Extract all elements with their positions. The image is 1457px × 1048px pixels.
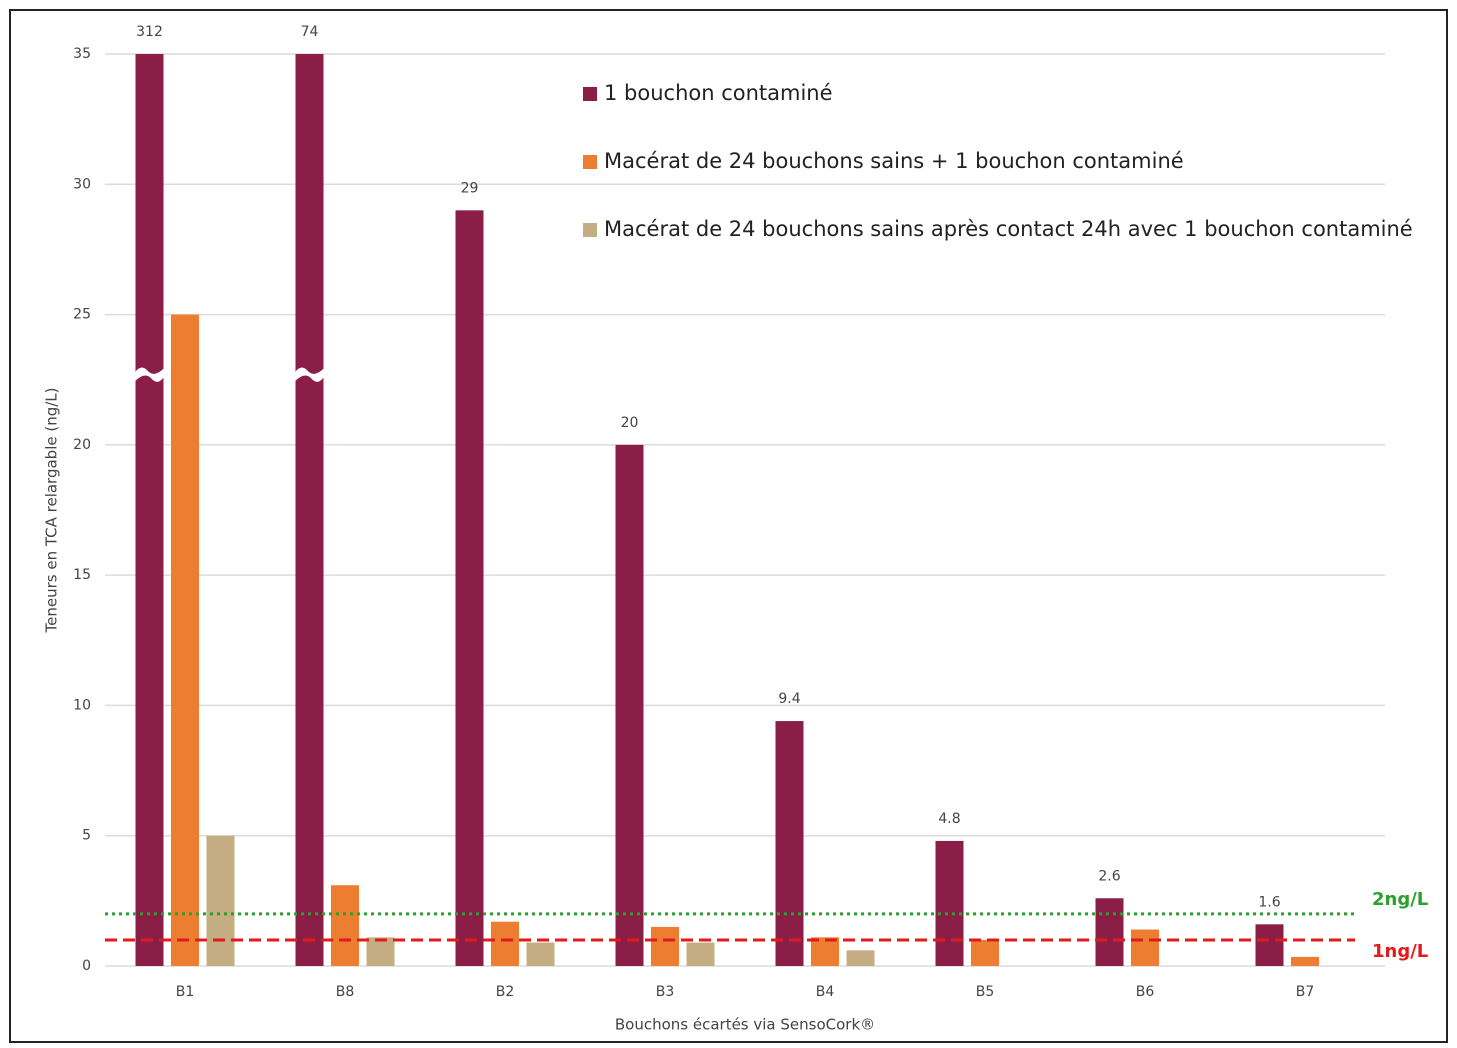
bar: [1131, 929, 1159, 966]
bar: [295, 54, 324, 966]
data-label: 9.4: [778, 691, 800, 707]
y-tick-label: 15: [73, 567, 91, 583]
x-tick-label: B2: [496, 984, 515, 1000]
y-tick-label: 5: [82, 828, 91, 844]
x-tick-label: B5: [976, 984, 995, 1000]
x-tick-label: B6: [1136, 984, 1155, 1000]
bar: [331, 885, 359, 966]
reference-label: 1ng/L: [1372, 941, 1428, 962]
y-tick-label: 20: [73, 437, 91, 453]
bar: [135, 54, 164, 966]
data-label: 2.6: [1098, 868, 1120, 884]
chart-frame: [9, 9, 1448, 1043]
x-tick-label: B4: [816, 984, 835, 1000]
data-label: 1.6: [1258, 894, 1280, 910]
bar: [971, 939, 999, 966]
bar: [206, 835, 235, 966]
bar: [615, 444, 644, 966]
bar: [1095, 898, 1124, 966]
x-axis-label: Bouchons écartés via SensoCork®: [615, 1016, 875, 1034]
x-tick-label: B8: [336, 984, 355, 1000]
legend-label: Macérat de 24 bouchons sains après conta…: [604, 217, 1413, 241]
data-label: 74: [301, 24, 319, 40]
legend-label: 1 bouchon contaminé: [604, 81, 833, 105]
axis-break: [293, 366, 326, 383]
y-tick-label: 25: [73, 307, 91, 323]
reference-label: 2ng/L: [1372, 889, 1428, 910]
bar: [455, 210, 484, 967]
bar: [171, 314, 199, 967]
legend-swatch: [583, 87, 597, 101]
bar: [811, 937, 839, 966]
bar: [686, 942, 715, 966]
legend-label: Macérat de 24 bouchons sains + 1 bouchon…: [604, 149, 1184, 173]
bar: [846, 950, 875, 966]
y-axis-label: Teneurs en TCA relargable (ng/L): [43, 388, 61, 634]
x-tick-label: B1: [176, 984, 195, 1000]
bar: [366, 937, 395, 966]
legend-swatch: [583, 223, 597, 237]
bar: [775, 721, 804, 966]
bar: [651, 926, 679, 966]
data-label: 20: [621, 415, 639, 431]
data-label: 29: [461, 180, 479, 196]
data-label: 312: [136, 24, 163, 40]
y-tick-label: 30: [73, 176, 91, 192]
bar: [526, 942, 555, 966]
bar: [935, 840, 964, 966]
y-tick-label: 0: [82, 958, 91, 974]
legend-swatch: [583, 155, 597, 169]
x-tick-label: B7: [1296, 984, 1315, 1000]
data-label: 4.8: [938, 811, 960, 827]
y-tick-label: 10: [73, 697, 91, 713]
bar: [1255, 924, 1284, 966]
x-tick-label: B3: [656, 984, 675, 1000]
y-tick-label: 35: [73, 46, 91, 62]
axis-break: [133, 366, 166, 383]
bar: [491, 921, 519, 966]
bar: [1291, 956, 1319, 966]
